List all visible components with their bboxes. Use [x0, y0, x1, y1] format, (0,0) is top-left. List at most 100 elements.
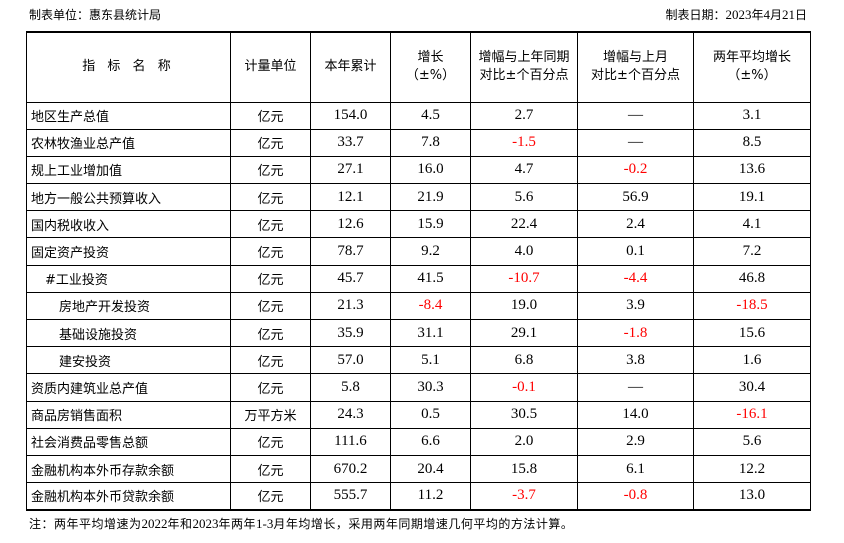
table-row: 国内税收收入 亿元 12.6 15.9 22.4 2.4 4.1	[26, 210, 811, 239]
mom-change-value: 2.4	[577, 210, 694, 239]
indicator-name: 基础设施投资	[26, 318, 231, 348]
measure-unit: 亿元	[230, 346, 311, 375]
yoy-change-value: 15.8	[470, 454, 578, 484]
col-header-two-year-avg-text: 两年平均增长 （±%）	[712, 50, 791, 84]
table-row: 社会消费品零售总额 亿元 111.6 6.6 2.0 2.9 5.6	[26, 427, 811, 456]
table-row: 固定资产投资 亿元 78.7 9.2 4.0 0.1 7.2	[26, 237, 811, 266]
mom-change-value: -4.4	[577, 264, 694, 293]
col-header-indicator: 指 标 名 称	[26, 31, 231, 103]
two-year-avg-value: 3.1	[693, 101, 811, 130]
ytd-value: 111.6	[310, 427, 391, 456]
indicator-name: 社会消费品零售总额	[26, 427, 231, 456]
table-row: 规上工业增加值 亿元 27.1 16.0 4.7 -0.2 13.6	[26, 155, 811, 185]
measure-unit: 亿元	[230, 237, 311, 266]
two-year-avg-value: -16.1	[693, 400, 811, 429]
col-header-unit: 计量单位	[230, 31, 311, 103]
table-row: 地方一般公共预算收入 亿元 12.1 21.9 5.6 56.9 19.1	[26, 183, 811, 212]
mom-change-value: 2.9	[577, 427, 694, 456]
measure-unit: 亿元	[230, 101, 311, 130]
mom-change-value: 56.9	[577, 183, 694, 212]
growth-value: 11.2	[390, 482, 471, 511]
col-header-mom-change: 增幅与上月 对比±个百分点	[577, 31, 694, 103]
mom-change-value: -1.8	[577, 318, 694, 348]
two-year-avg-value: 19.1	[693, 183, 811, 212]
ytd-value: 45.7	[310, 264, 391, 293]
ytd-value: 12.6	[310, 210, 391, 239]
table-row: 地区生产总值 亿元 154.0 4.5 2.7—3.1	[26, 101, 811, 130]
measure-unit: 亿元	[230, 155, 311, 185]
growth-value: 15.9	[390, 210, 471, 239]
col-header-two-year-avg: 两年平均增长 （±%）	[693, 31, 811, 103]
report-header: 制表单位：惠东县统计局 制表日期：2023年4月21日	[29, 6, 807, 26]
measure-unit: 亿元	[230, 291, 311, 321]
growth-value: 21.9	[390, 183, 471, 212]
yoy-change-value: 2.7	[470, 101, 578, 130]
ytd-value: 27.1	[310, 155, 391, 185]
ytd-value: 78.7	[310, 237, 391, 266]
indicator-name: 金融机构本外币贷款余额	[26, 482, 231, 511]
ytd-value: 21.3	[310, 291, 391, 321]
compiling-unit: 制表单位：惠东县统计局	[29, 8, 162, 22]
table-row: 商品房销售面积 万平方米 24.3 0.5 30.5 14.0 -16.1	[26, 400, 811, 429]
yoy-change-value: 6.8	[470, 346, 578, 375]
footnote: 注：两年平均增速为2022年和2023年两年1-3月年均增长，采用两年同期增速几…	[29, 516, 574, 531]
table-row: 基础设施投资 亿元 35.9 31.1 29.1 -1.8 15.6	[26, 318, 811, 348]
col-header-growth-text: 增长 （±%）	[405, 50, 456, 84]
growth-value: -8.4	[390, 291, 471, 321]
yoy-change-value: -10.7	[470, 264, 578, 293]
table-row: #工业投资 亿元 45.7 41.5 -10.7 -4.4 46.8	[26, 264, 811, 293]
growth-value: 41.5	[390, 264, 471, 293]
table-row: 金融机构本外币贷款余额 亿元 555.7 11.2 -3.7 -0.8 13.0	[26, 482, 811, 511]
table-row: 建安投资 亿元 57.0 5.1 6.8 3.8 1.6	[26, 346, 811, 375]
measure-unit: 亿元	[230, 264, 311, 293]
growth-value: 6.6	[390, 427, 471, 456]
mom-change-value: 6.1	[577, 454, 694, 484]
mom-change-value: 14.0	[577, 400, 694, 429]
ytd-value: 670.2	[310, 454, 391, 484]
yoy-change-value: -1.5	[470, 128, 578, 157]
mom-change-value: 3.8	[577, 346, 694, 375]
ytd-value: 35.9	[310, 318, 391, 348]
mom-change-value: —	[577, 101, 694, 130]
two-year-avg-value: -18.5	[693, 291, 811, 321]
mom-change-value: -0.8	[577, 482, 694, 511]
table-header-row: 指 标 名 称 计量单位 本年累计 增长 （±%） 增幅与上年同期 对比±个百分点 …	[26, 31, 811, 103]
col-header-yoy-change-text: 增幅与上年同期 对比±个百分点	[478, 50, 570, 84]
growth-value: 9.2	[390, 237, 471, 266]
measure-unit: 亿元	[230, 454, 311, 484]
yoy-change-value: 29.1	[470, 318, 578, 348]
indicator-name: 金融机构本外币存款余额	[26, 454, 231, 484]
table-row: 农林牧渔业总产值 亿元 33.7 7.8 -1.5—8.5	[26, 128, 811, 157]
two-year-avg-value: 30.4	[693, 373, 811, 402]
yoy-change-value: 19.0	[470, 291, 578, 321]
ytd-value: 12.1	[310, 183, 391, 212]
indicator-name: 资质内建筑业总产值	[26, 373, 231, 402]
measure-unit: 亿元	[230, 482, 311, 511]
growth-value: 4.5	[390, 101, 471, 130]
col-header-growth: 增长 （±%）	[390, 31, 471, 103]
ytd-value: 5.8	[310, 373, 391, 402]
table-row: 金融机构本外币存款余额 亿元 670.2 20.4 15.8 6.1 12.2	[26, 454, 811, 484]
two-year-avg-value: 1.6	[693, 346, 811, 375]
measure-unit: 亿元	[230, 128, 311, 157]
growth-value: 30.3	[390, 373, 471, 402]
measure-unit: 亿元	[230, 210, 311, 239]
mom-change-value: 3.9	[577, 291, 694, 321]
statistics-table: 指 标 名 称 计量单位 本年累计 增长 （±%） 增幅与上年同期 对比±个百分点 …	[26, 31, 811, 511]
growth-value: 20.4	[390, 454, 471, 484]
table-body: 地区生产总值 亿元 154.0 4.5 2.7—3.1 农林牧渔业总产值 亿元 33.7 7.8…	[26, 101, 811, 511]
indicator-name: 建安投资	[26, 346, 231, 375]
two-year-avg-value: 7.2	[693, 237, 811, 266]
col-header-mom-change-text: 增幅与上月 对比±个百分点	[591, 50, 680, 84]
two-year-avg-value: 13.6	[693, 155, 811, 185]
ytd-value: 555.7	[310, 482, 391, 511]
yoy-change-value: 22.4	[470, 210, 578, 239]
indicator-name: 地区生产总值	[26, 101, 231, 130]
yoy-change-value: -3.7	[470, 482, 578, 511]
two-year-avg-value: 46.8	[693, 264, 811, 293]
growth-value: 16.0	[390, 155, 471, 185]
measure-unit: 亿元	[230, 318, 311, 348]
indicator-name: 固定资产投资	[26, 237, 231, 266]
yoy-change-value: 30.5	[470, 400, 578, 429]
measure-unit: 亿元	[230, 183, 311, 212]
